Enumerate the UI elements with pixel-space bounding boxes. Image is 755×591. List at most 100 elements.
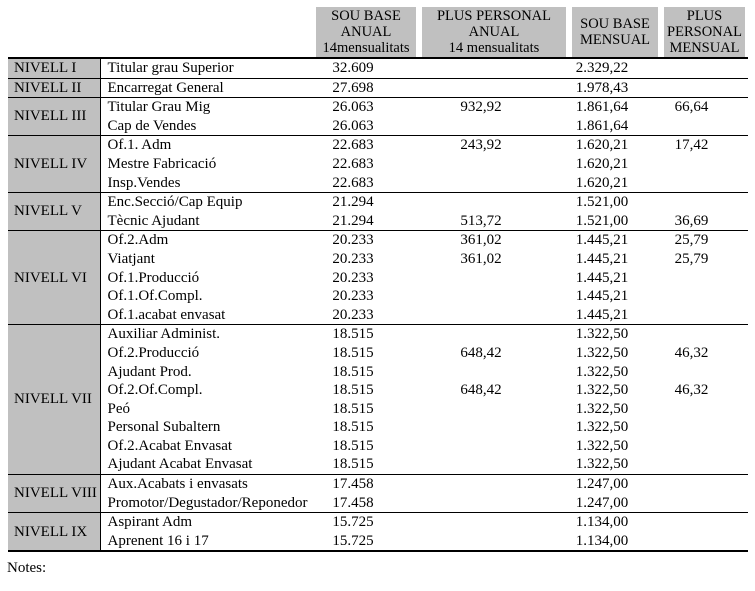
plus-personal-mensual-cell: 25,79	[674, 250, 709, 267]
sou-base-anual-cell: 22.683	[332, 174, 374, 191]
level-cell: NIVELL VI	[8, 230, 101, 325]
table-row: Of.2.Acabat Envasat 18.515 1.322,50	[8, 437, 748, 456]
plus-personal-mensual-cell	[661, 287, 748, 306]
salary-table: SOU BASE ANUAL 14mensualitats PLUS PERSO…	[8, 7, 748, 553]
table-row: Of.1.acabat envasat 20.233 1.445,21	[8, 306, 748, 325]
sou-base-mensual-cell: 1.620,21	[575, 155, 629, 172]
plus-personal-anual-cell	[419, 494, 569, 513]
job-title-cell: Ajudant Prod.	[107, 363, 192, 380]
table-row: NIVELL VIII Aux.Acabats i envasats 17.458 1…	[8, 474, 748, 513]
sou-base-mensual-cell: 1.861,64	[575, 117, 629, 134]
sou-base-mensual-cell: 1.445,21	[575, 269, 629, 286]
job-title-cell: Of.1. Adm	[100, 135, 313, 155]
plus-personal-mensual-cell	[661, 494, 748, 513]
job-title-cell: Insp.Vendes	[107, 174, 181, 191]
sou-base-mensual-cell: 1.861,64	[569, 97, 661, 117]
sou-base-mensual-cell: 1.322,50	[575, 437, 629, 454]
sou-base-anual-cell: 26.063	[332, 117, 374, 134]
header-spacer-title	[100, 7, 313, 59]
plus-personal-anual-cell	[419, 269, 569, 288]
sou-base-mensual-cell: 1.134,00	[575, 532, 629, 549]
header-spacer-level	[8, 7, 100, 59]
plus-personal-mensual-cell	[661, 117, 748, 136]
level-cell: NIVELL I	[8, 57, 101, 79]
table-row: Viatjant 20.233 361,02 1.445,21 25,79	[8, 250, 748, 269]
plus-personal-anual-cell	[419, 77, 569, 98]
job-title-cell: Peó	[107, 400, 131, 417]
plus-personal-mensual-cell	[661, 192, 748, 212]
job-title-cell: Titular Grau Mig	[100, 97, 313, 117]
sou-base-mensual-cell: 1.134,00	[569, 512, 661, 532]
table-row: Ajudant Acabat Envasat 18.515 1.322,50	[8, 455, 748, 474]
table-body: NIVELL I Titular grau Superior 32.609 2.329…	[8, 57, 748, 552]
sou-base-mensual-cell: 2.329,22	[569, 57, 661, 79]
sou-base-anual-cell: 15.725	[313, 512, 419, 532]
sou-base-mensual-cell: 1.322,50	[575, 344, 629, 361]
sou-base-mensual-cell: 1.521,00	[569, 192, 661, 212]
level-cell: NIVELL VII	[8, 324, 101, 475]
plus-personal-mensual-cell: 36,69	[674, 212, 709, 229]
plus-personal-anual-cell	[419, 117, 569, 136]
table-row: NIVELL IV Of.1. Adm 22.683 243,92 1.620,21 17…	[8, 135, 748, 193]
column-header-plus-personal-anual: PLUS PERSONAL ANUAL 14 mensualitats	[419, 7, 569, 59]
column-header-sou-base-mensual: SOU BASE MENSUAL	[569, 7, 661, 59]
plus-personal-mensual-cell	[661, 455, 748, 474]
job-title-cell: Ajudant Acabat Envasat	[107, 456, 253, 473]
sou-base-mensual-cell: 1.521,00	[575, 212, 629, 229]
plus-personal-mensual-cell	[661, 363, 748, 382]
job-title-cell: Viatjant	[107, 250, 155, 267]
job-title-cell: Cap de Vendes	[107, 117, 197, 134]
sou-base-anual-cell: 18.515	[332, 382, 374, 399]
sou-base-anual-cell: 32.609	[313, 57, 419, 79]
column-header-label: SOU BASE ANUAL 14mensualitats	[316, 7, 416, 57]
column-header-label: SOU BASE MENSUAL	[572, 7, 658, 57]
plus-personal-anual-cell	[419, 532, 569, 552]
plus-personal-mensual-cell: 46,32	[674, 382, 709, 399]
sou-base-mensual-cell: 1.322,50	[575, 456, 629, 473]
plus-personal-anual-cell	[419, 455, 569, 474]
table-row: Of.1.Of.Compl. 20.233 1.445,21	[8, 287, 748, 306]
table-row: NIVELL IX Aspirant Adm 15.725 1.134,00	[8, 512, 748, 552]
plus-personal-anual-cell: 361,02	[419, 230, 569, 250]
table-row: Mestre Fabricació 22.683 1.620,21	[8, 155, 748, 174]
job-title-cell: Of.2.Of.Compl.	[107, 382, 203, 399]
job-title-cell: Of.1.Of.Compl.	[107, 288, 203, 305]
plus-personal-mensual-cell	[661, 57, 748, 79]
plus-personal-anual-cell	[419, 174, 569, 193]
column-header-plus-personal-mensual: PLUS PERSONAL MENSUAL	[661, 7, 748, 59]
level-cell: NIVELL V	[8, 192, 101, 231]
plus-personal-anual-cell: 513,72	[460, 212, 502, 229]
table-row: Promotor/Degustador/Reponedor 17.458 1.247…	[8, 494, 748, 513]
sou-base-anual-cell: 18.515	[332, 344, 374, 361]
job-title-cell: Enc.Secció/Cap Equip	[100, 192, 313, 212]
sou-base-mensual-cell: 1.322,50	[575, 400, 629, 417]
job-title-cell: Auxiliar Administ.	[100, 324, 313, 344]
sou-base-anual-cell: 20.233	[332, 269, 374, 286]
table-row: NIVELL VI Of.2.Adm 20.233 361,02 1.445,21 25,…	[8, 230, 748, 325]
table-row: Personal Subaltern 18.515 1.322,50	[8, 418, 748, 437]
plus-personal-anual-cell: 932,92	[419, 97, 569, 117]
plus-personal-mensual-cell	[661, 155, 748, 174]
plus-personal-anual-cell: 648,42	[460, 344, 502, 361]
plus-personal-mensual-cell: 17,42	[661, 135, 748, 155]
job-title-cell: Of.1.acabat envasat	[107, 306, 226, 323]
notes-label: Notes:	[7, 560, 47, 576]
plus-personal-mensual-cell: 66,64	[661, 97, 748, 117]
plus-personal-anual-cell: 648,42	[460, 382, 502, 399]
plus-personal-anual-cell	[419, 418, 569, 437]
sou-base-mensual-cell: 1.322,50	[569, 324, 661, 344]
job-title-cell: Titular grau Superior	[100, 57, 313, 79]
column-header-label: PLUS PERSONAL MENSUAL	[664, 7, 745, 57]
sou-base-anual-cell: 18.515	[332, 456, 374, 473]
plus-personal-anual-cell	[419, 287, 569, 306]
table-row: Ajudant Prod. 18.515 1.322,50	[8, 363, 748, 382]
sou-base-anual-cell: 20.233	[332, 288, 374, 305]
plus-personal-anual-cell	[419, 512, 569, 532]
job-title-cell: Of.2.Acabat Envasat	[107, 437, 233, 454]
sou-base-anual-cell: 15.725	[332, 532, 374, 549]
table-row: NIVELL I Titular grau Superior 32.609 2.329…	[8, 57, 748, 79]
job-title-cell: Tècnic Ajudant	[107, 212, 200, 229]
sou-base-mensual-cell: 1.445,21	[575, 250, 629, 267]
sou-base-anual-cell: 21.294	[332, 212, 374, 229]
sou-base-anual-cell: 18.515	[332, 363, 374, 380]
